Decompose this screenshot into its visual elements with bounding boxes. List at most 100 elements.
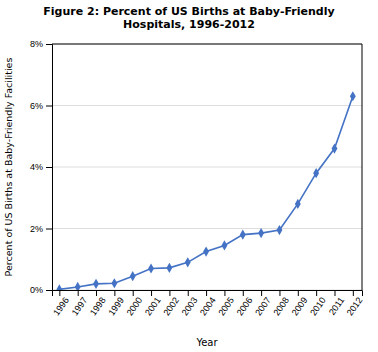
- y-axis-label: Percent of US Births at Baby-Friendly Fa…: [3, 58, 14, 277]
- x-tick-label: 2000: [125, 295, 145, 317]
- y-tick: 4%: [30, 162, 52, 172]
- x-tick: 2001: [143, 290, 163, 318]
- grid-line: [52, 44, 362, 45]
- x-tick-mark: [206, 290, 207, 296]
- x-tick: 2000: [125, 290, 145, 318]
- plot-area: 1996199719981999200020012002200320042005…: [30, 39, 364, 317]
- point: [203, 246, 209, 256]
- x-tick-mark: [353, 290, 354, 296]
- point: [56, 284, 62, 290]
- y-tick: 8%: [30, 39, 52, 49]
- y-tick: 0%: [30, 285, 52, 295]
- line: [59, 96, 352, 289]
- point: [240, 230, 246, 240]
- y-tick-label: 2%: [30, 224, 43, 234]
- x-tick-label: 2007: [253, 295, 273, 317]
- x-tick: 2007: [253, 290, 273, 318]
- x-tick: 2005: [216, 290, 236, 318]
- title-line: Figure 2: Percent of US Births at Baby-F…: [43, 5, 334, 18]
- x-tick-mark: [243, 290, 244, 296]
- x-tick-mark: [188, 290, 189, 296]
- marks: [56, 91, 355, 290]
- point: [313, 168, 319, 178]
- grid-line: [52, 105, 362, 106]
- x-tick-mark: [133, 290, 134, 296]
- y-axis-line: [46, 45, 53, 291]
- point: [295, 199, 301, 209]
- x-tick-mark: [59, 290, 60, 296]
- x-tick-mark: [298, 290, 299, 296]
- x-tick: 1999: [106, 290, 126, 318]
- grid-line: [52, 167, 362, 168]
- x-tick-label: 2009: [290, 295, 310, 317]
- y-tick-mark: [46, 44, 52, 45]
- x-tick-mark: [114, 290, 115, 296]
- x-tick-label: 1997: [70, 295, 90, 317]
- y-tick-label: 8%: [30, 39, 43, 49]
- point: [277, 225, 283, 235]
- y-tick-mark: [46, 229, 52, 230]
- title-line: Hospitals, 1996-2012: [123, 18, 255, 31]
- x-tick-mark: [96, 290, 97, 296]
- x-tick: 2009: [290, 290, 310, 318]
- x-tick: 2008: [271, 290, 291, 318]
- x-tick: 1996: [51, 290, 71, 318]
- point: [93, 279, 99, 289]
- x-tick-mark: [279, 290, 280, 296]
- point: [350, 91, 356, 101]
- x-tick-label: 2006: [235, 295, 255, 317]
- x-tick: 2011: [327, 290, 346, 317]
- x-tick-label: 2008: [271, 295, 291, 317]
- y-tick-mark: [46, 290, 52, 291]
- point: [166, 263, 172, 273]
- x-tick-mark: [261, 290, 262, 296]
- x-tick: 2010: [308, 290, 328, 318]
- point: [111, 278, 117, 288]
- x-tick-label: 1996: [51, 295, 71, 317]
- point: [332, 143, 338, 153]
- x-tick: 2003: [180, 290, 200, 318]
- y-tick-label: 4%: [30, 162, 43, 172]
- point: [75, 282, 81, 290]
- grid: [52, 44, 362, 290]
- x-tick-label: 2001: [143, 295, 163, 317]
- title: Figure 2: Percent of US Births at Baby-F…: [43, 5, 334, 31]
- x-tick-mark: [316, 290, 317, 296]
- x-tick-mark: [78, 290, 79, 296]
- point: [148, 263, 154, 273]
- x-tick: 1997: [70, 290, 90, 318]
- x-tick-mark: [224, 290, 225, 296]
- x-tick: 2002: [161, 290, 181, 318]
- x-axis-label: Year: [195, 337, 218, 348]
- x-tick-mark: [151, 290, 152, 296]
- x-tick-label: 2002: [161, 295, 181, 317]
- frame-right: [362, 44, 363, 290]
- x-tick-label: 2003: [180, 295, 200, 317]
- y-tick-mark: [46, 167, 52, 168]
- point: [130, 271, 136, 281]
- point: [258, 228, 264, 238]
- x-tick-label: 1998: [88, 295, 108, 317]
- x-tick-label: 1999: [106, 295, 126, 317]
- x-tick-label: 2011: [327, 295, 346, 317]
- y-tick-mark: [46, 106, 52, 107]
- x-tick-label: 2010: [308, 295, 328, 317]
- x-tick-mark: [169, 290, 170, 296]
- x-tick: 2012: [345, 290, 365, 318]
- x-tick-label: 2012: [345, 295, 365, 317]
- x-tick-mark: [334, 290, 335, 296]
- x-tick: 2006: [235, 290, 255, 318]
- x-axis: 1996199719981999200020012002200320042005…: [51, 290, 364, 318]
- point: [221, 240, 227, 250]
- x-tick: 2004: [198, 290, 218, 318]
- y-axis: 0% 2% 4% 6% 8%: [30, 39, 53, 295]
- y-tick-label: 0%: [30, 285, 43, 295]
- grid-line: [52, 228, 362, 229]
- point: [185, 257, 191, 267]
- y-tick-label: 6%: [30, 101, 43, 111]
- x-tick-label: 2005: [216, 295, 236, 317]
- y-tick: 2%: [30, 224, 52, 234]
- frame-top: [52, 44, 362, 45]
- x-tick: 1998: [88, 290, 108, 318]
- x-tick-label: 2004: [198, 295, 218, 317]
